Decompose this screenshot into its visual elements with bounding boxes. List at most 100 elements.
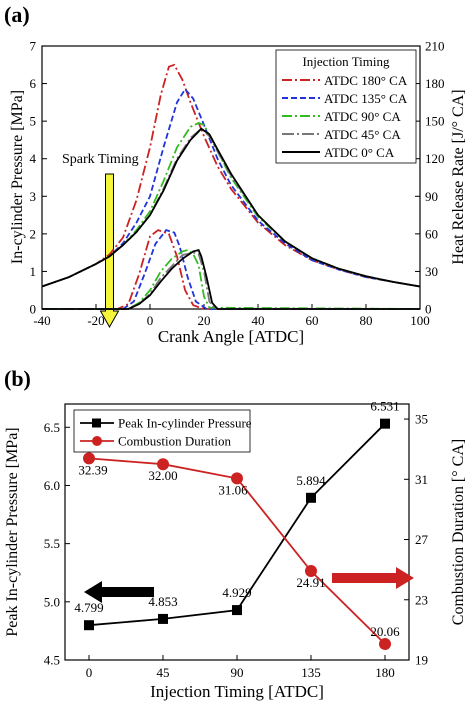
panel-a-xtick-label: -20 [87, 313, 104, 328]
peak-pressure-data-label: 5.894 [296, 473, 326, 488]
panel-b-label: (b) [4, 366, 31, 391]
peak-pressure-marker [158, 613, 168, 624]
peak-pressure-marker [306, 492, 316, 503]
panel-a-ytick-right-label: 180 [425, 76, 445, 91]
peak-pressure-data-label: 4.929 [222, 585, 251, 600]
panel-b-ytick-left-label: 5.0 [44, 594, 60, 609]
pressure-line-atdc135 [41, 87, 421, 288]
panel-a-legend-entry: ATDC 180° CA [324, 73, 408, 88]
panel-b-ytick-right-label: 19 [415, 653, 428, 668]
combustion-duration-marker [231, 472, 243, 485]
panel-a-ytick-right-label: 210 [425, 39, 445, 54]
panel-b-legend-entry: Combustion Duration [118, 434, 232, 449]
panel-b-xtick-label: 135 [301, 665, 321, 680]
combustion-duration-data-label: 20.06 [370, 624, 400, 639]
panel-b-ytick-right-label: 27 [415, 532, 429, 547]
left-direction-arrow [84, 581, 154, 603]
peak-pressure-marker [232, 605, 242, 616]
combustion-duration-marker [157, 458, 169, 471]
combustion-duration-data-label: 24.91 [296, 575, 325, 590]
panel-a-legend-entry: ATDC 45° CA [324, 127, 401, 142]
panel-b-legend-entry: Peak In-cylinder Pressure [118, 416, 252, 431]
panel-b-ytick-left-label: 4.5 [44, 653, 60, 668]
panel-a-legend-entry: ATDC 135° CA [324, 91, 408, 106]
panel-a-legend-entry: ATDC 0° CA [324, 145, 395, 160]
combustion-duration-marker [305, 565, 317, 578]
panel-b-ytick-right-label: 35 [415, 412, 428, 427]
panel-a-ytick-left-label: 3 [30, 189, 37, 204]
panel-a-series [41, 63, 421, 310]
panel-b-xtick-label: 90 [231, 665, 244, 680]
panel-a-ytick-left-label: 1 [30, 264, 37, 279]
heat-release-line-atdc0 [42, 249, 420, 310]
panel-a-ytick-left-label: 6 [30, 76, 37, 91]
panel-b-ytick-right-label: 31 [415, 472, 428, 487]
panel-b-legend-marker [92, 418, 101, 428]
panel-a-ytick-left-label: 4 [30, 151, 37, 166]
panel-a-xtick-label: 60 [306, 313, 319, 328]
panel-a-legend-box [275, 49, 417, 164]
panel-a-xtick-label: 40 [252, 313, 265, 328]
heat-release-line-atdc45 [42, 251, 420, 310]
panel-b-ticks: 0 45 90 135 180 4.5 5.0 5.5 6.0 6.5 19 23 27 31 35 [44, 412, 429, 680]
panel-a-ticks: -40 -20 0 20 40 60 80 1000123456703060901201501… [30, 39, 445, 329]
panel-a-ytick-right-label: 120 [425, 151, 445, 166]
heat-release-line-atdc135 [42, 229, 420, 310]
peak-pressure-marker [380, 418, 390, 429]
right-direction-arrow [332, 567, 414, 589]
peak-pressure-data-label: 4.853 [148, 594, 177, 609]
combustion-duration-marker [83, 452, 95, 465]
panel-b-ytick-left-label: 5.5 [44, 536, 60, 551]
panel-a-ylabel-right: Heat Release Rate [J/° CA] [450, 89, 467, 264]
panel-a: (a) -40 -20 0 20 40 60 80 100012345670306090120… [4, 2, 467, 346]
panel-b-xtick-label: 0 [86, 665, 93, 680]
peak-pressure-marker [84, 620, 94, 631]
panel-b-xtick-label: 180 [375, 665, 395, 680]
panel-a-xtick-label: 20 [198, 313, 211, 328]
panel-b-ytick-left-label: 6.5 [44, 420, 60, 435]
panel-a-legend-title: Injection Timing [302, 54, 390, 69]
panel-a-ytick-left-label: 5 [30, 114, 37, 129]
panel-a-ytick-left-label: 0 [30, 302, 37, 317]
panel-a-ytick-left-label: 2 [30, 226, 37, 241]
panel-b: (b) 0 45 90 135 180 4.5 5.0 5.5 6.0 6.5 19 23 27 31 35… [4, 366, 467, 701]
peak-pressure-data-label: 4.799 [74, 600, 103, 615]
panel-a-xtick-label: -40 [33, 313, 50, 328]
panel-a-xtick-label: 80 [360, 313, 373, 328]
heat-release-line-atdc180 [42, 229, 420, 310]
combustion-duration-data-label: 32.39 [78, 462, 107, 477]
combustion-duration-data-label: 31.06 [218, 482, 248, 497]
heat-release-line-atdc90 [42, 249, 421, 310]
panel-b-xlabel: Injection Timing [ATDC] [150, 682, 324, 701]
panel-a-ytick-right-label: 0 [425, 302, 432, 317]
panel-a-label: (a) [4, 2, 30, 27]
panel-b-legend-marker [92, 436, 102, 446]
combustion-duration-marker [379, 638, 391, 651]
spark-timing-annotation: Spark Timing [62, 152, 139, 167]
pressure-line-atdc0 [41, 127, 421, 288]
panel-a-legend-entry: ATDC 90° CA [324, 109, 401, 124]
panel-a-ytick-right-label: 150 [425, 114, 445, 129]
panel-a-ytick-right-label: 90 [425, 189, 438, 204]
panel-b-xtick-label: 45 [157, 665, 170, 680]
spark-timing-arrow [99, 173, 120, 329]
panel-b-ytick-right-label: 23 [415, 592, 428, 607]
panel-b-legend-box [73, 409, 251, 453]
peak-pressure-data-label: 6.531 [370, 399, 399, 414]
spark-timing-arrow-shape [99, 173, 120, 329]
panel-a-xlabel: Crank Angle [ATDC] [158, 327, 304, 346]
panel-b-ytick-left-label: 6.0 [44, 478, 60, 493]
panel-b-legend: Peak In-cylinder Pressure Combustion Dura… [73, 409, 252, 453]
panel-a-ytick-right-label: 30 [425, 264, 438, 279]
panel-b-series: 4.799 4.853 4.929 5.894 6.531 32.39 32.00 31.06… [74, 399, 400, 651]
panel-a-xtick-label: 100 [410, 313, 430, 328]
panel-b-ylabel-left: Peak In-cylinder Pressure [MPa] [4, 427, 21, 636]
panel-a-ytick-right-label: 60 [425, 226, 438, 241]
panel-a-xtick-label: 0 [147, 313, 154, 328]
panel-a-ylabel-left: In-cylinder Pressure [MPa] [9, 90, 26, 264]
panel-b-ylabel-right: Combustion Duration [° CA] [450, 439, 467, 625]
panel-a-legend: Injection Timing ATDC 180° CA ATDC 135° C… [275, 49, 417, 164]
panel-a-ytick-left-label: 7 [30, 39, 37, 54]
combustion-duration-data-label: 32.00 [148, 468, 177, 483]
